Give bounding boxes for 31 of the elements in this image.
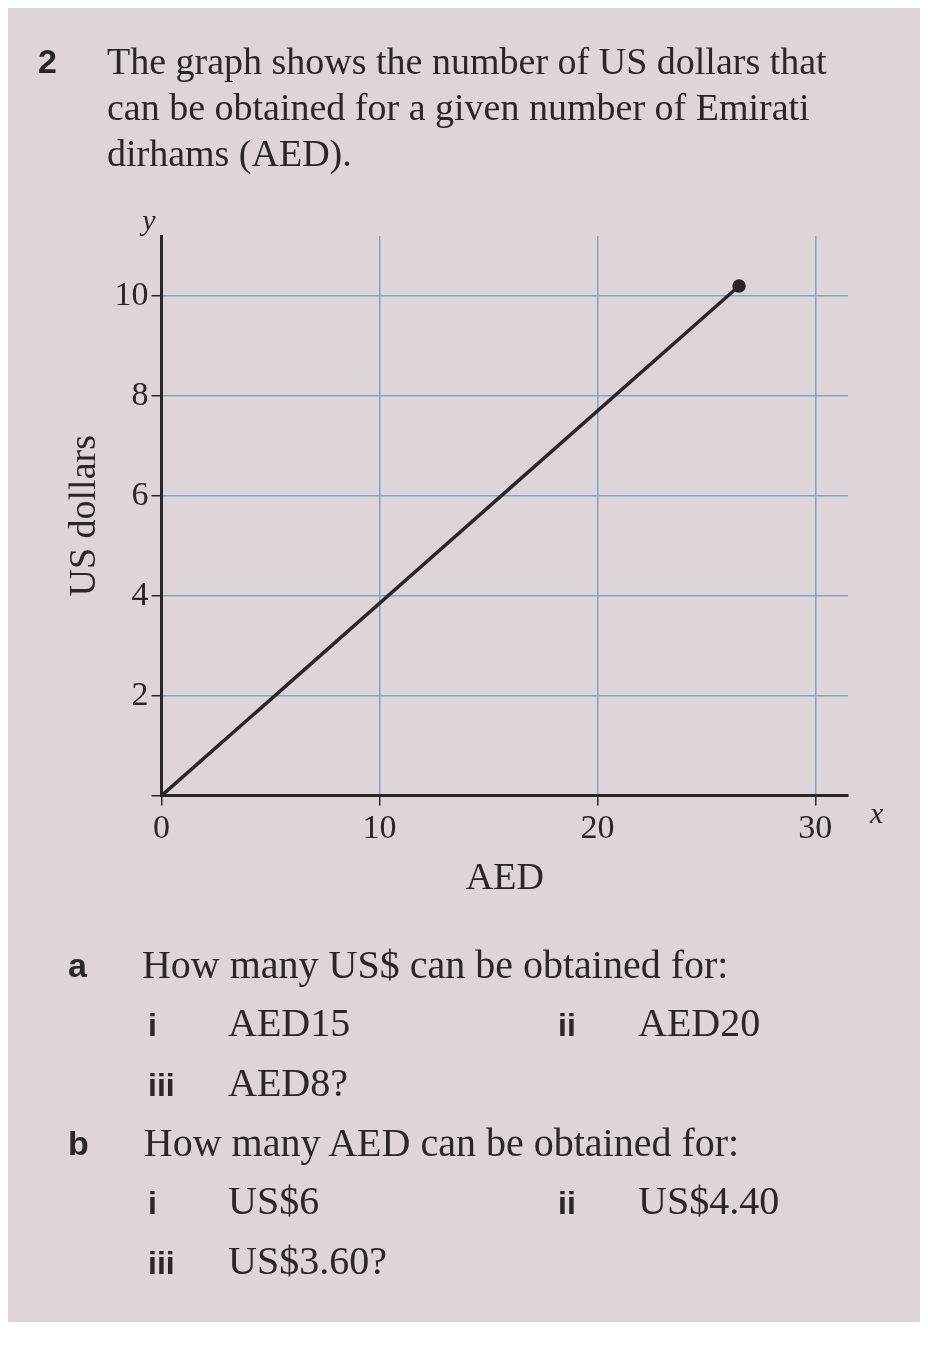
y-tick-label: 6 bbox=[131, 474, 149, 512]
text: b bbox=[68, 1123, 89, 1164]
x-axis-title: AED bbox=[465, 855, 544, 898]
y-tick-label: 8 bbox=[131, 374, 149, 412]
text: AED15 bbox=[228, 999, 351, 1047]
text: ii bbox=[558, 1184, 577, 1223]
text: i bbox=[148, 1006, 158, 1045]
text: ii bbox=[558, 1006, 577, 1045]
chart-title: The graph shows the number of US dollars that can be obtained for a given number of Emirati dirhams (AED). bbox=[106, 39, 828, 176]
y-tick-label: 4 bbox=[131, 574, 149, 612]
y-tick-label: 2 bbox=[131, 674, 149, 712]
text: AED20 bbox=[638, 999, 761, 1047]
y-axis-title: US dollars bbox=[60, 435, 103, 597]
text: a bbox=[68, 945, 87, 986]
text: 2 bbox=[38, 41, 57, 82]
text: US$4.40 bbox=[638, 1177, 780, 1225]
text: iii bbox=[148, 1244, 176, 1283]
x-tick-label: 20 bbox=[580, 807, 615, 845]
x-tick-label: 30 bbox=[798, 807, 833, 845]
x-tick-label: 10 bbox=[362, 807, 397, 845]
text: US$3.60? bbox=[228, 1237, 387, 1285]
text: US$6 bbox=[228, 1177, 320, 1225]
x-tick-label: 0 bbox=[153, 807, 171, 845]
text: How many US$ can be obtained for: bbox=[141, 941, 729, 989]
text: y bbox=[139, 202, 157, 236]
text: AED8? bbox=[228, 1059, 348, 1107]
text: x bbox=[869, 796, 884, 830]
text: How many AED can be obtained for: bbox=[143, 1119, 740, 1167]
text: i bbox=[148, 1184, 158, 1223]
y-tick-label: 10 bbox=[114, 274, 149, 312]
text: iii bbox=[148, 1066, 176, 1105]
